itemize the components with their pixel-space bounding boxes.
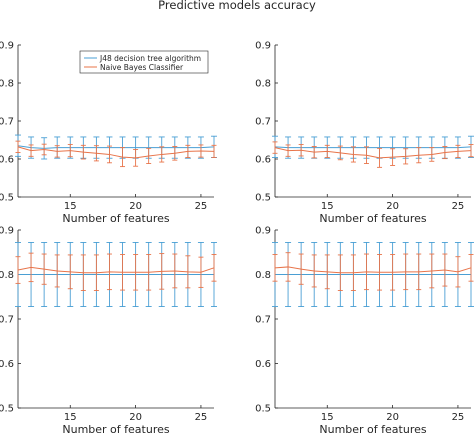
chart-panel-bottom-right: 0.5 0.6 0.7 0.8 0.9 15 20 25 Number of features (255, 226, 474, 434)
y-tick-label: 0.9 (0, 41, 14, 52)
series-naive-bayes (15, 140, 217, 168)
y-tick-label: 0.6 (255, 359, 271, 370)
y-tick-label: 0.9 (255, 226, 271, 237)
y-tick-label: 0.9 (255, 41, 271, 52)
figure-title: Predictive models accuracy (158, 0, 316, 12)
y-tick-label: 0.7 (0, 117, 14, 128)
x-tick-label: 15 (321, 412, 334, 423)
legend-label: J48 decision tree algorithm (99, 54, 201, 63)
series-naive-bayes (272, 141, 474, 168)
x-tick-label: 15 (64, 412, 77, 423)
x-tick-label: 15 (321, 201, 334, 212)
x-tick-label: 25 (195, 412, 208, 423)
y-tick-label: 0.8 (0, 270, 14, 281)
y-tick-label: 0.7 (255, 315, 271, 326)
x-tick-label: 20 (386, 201, 399, 212)
y-tick-label: 0.6 (0, 359, 14, 370)
x-tick-label: 20 (129, 412, 142, 423)
x-axis-title: Number of features (62, 423, 169, 434)
y-tick-label: 0.8 (255, 79, 271, 90)
x-tick-label: 20 (386, 412, 399, 423)
chart-panel-top-right: 0.5 0.6 0.7 0.8 0.9 15 20 25 Number of features (255, 41, 474, 225)
x-tick-label: 25 (452, 201, 465, 212)
y-tick-label: 0.8 (0, 79, 14, 90)
x-axis-title: Number of features (62, 212, 169, 225)
y-tick-label: 0.6 (0, 155, 14, 166)
y-tick-label: 0.7 (0, 315, 14, 326)
chart-panel-bottom-left: 0.5 0.6 0.7 0.8 0.9 15 20 25 Number of features (0, 226, 217, 434)
series-j48 (272, 135, 474, 159)
x-axis-title: Number of features (319, 212, 426, 225)
x-tick-label: 25 (452, 412, 465, 423)
series-line (17, 146, 215, 159)
series-line (274, 266, 472, 274)
x-tick-label: 15 (64, 201, 77, 212)
series-line (17, 266, 215, 274)
series-line (274, 146, 472, 149)
y-tick-label: 0.6 (255, 155, 271, 166)
y-tick-label: 0.5 (0, 193, 14, 204)
legend-box (79, 50, 209, 74)
y-tick-label: 0.5 (0, 404, 14, 415)
legend-label: Naive Bayes Classifier (100, 63, 184, 72)
series-naive-bayes (272, 252, 474, 291)
series-j48 (272, 242, 474, 307)
x-axis-title: Number of features (319, 423, 426, 434)
series-line (17, 145, 215, 149)
x-tick-label: 25 (195, 201, 208, 212)
series-j48 (15, 242, 217, 307)
y-tick-label: 0.8 (255, 270, 271, 281)
y-tick-label: 0.7 (255, 117, 271, 128)
x-tick-label: 20 (129, 201, 142, 212)
series-line (274, 147, 472, 159)
y-tick-label: 0.5 (255, 404, 271, 415)
y-tick-label: 0.5 (255, 193, 271, 204)
y-tick-label: 0.9 (0, 226, 14, 237)
series-naive-bayes (15, 252, 217, 291)
chart-panel-top-left: 0.5 0.6 0.7 0.8 0.9 15 20 25 Number of features J… (0, 41, 217, 225)
